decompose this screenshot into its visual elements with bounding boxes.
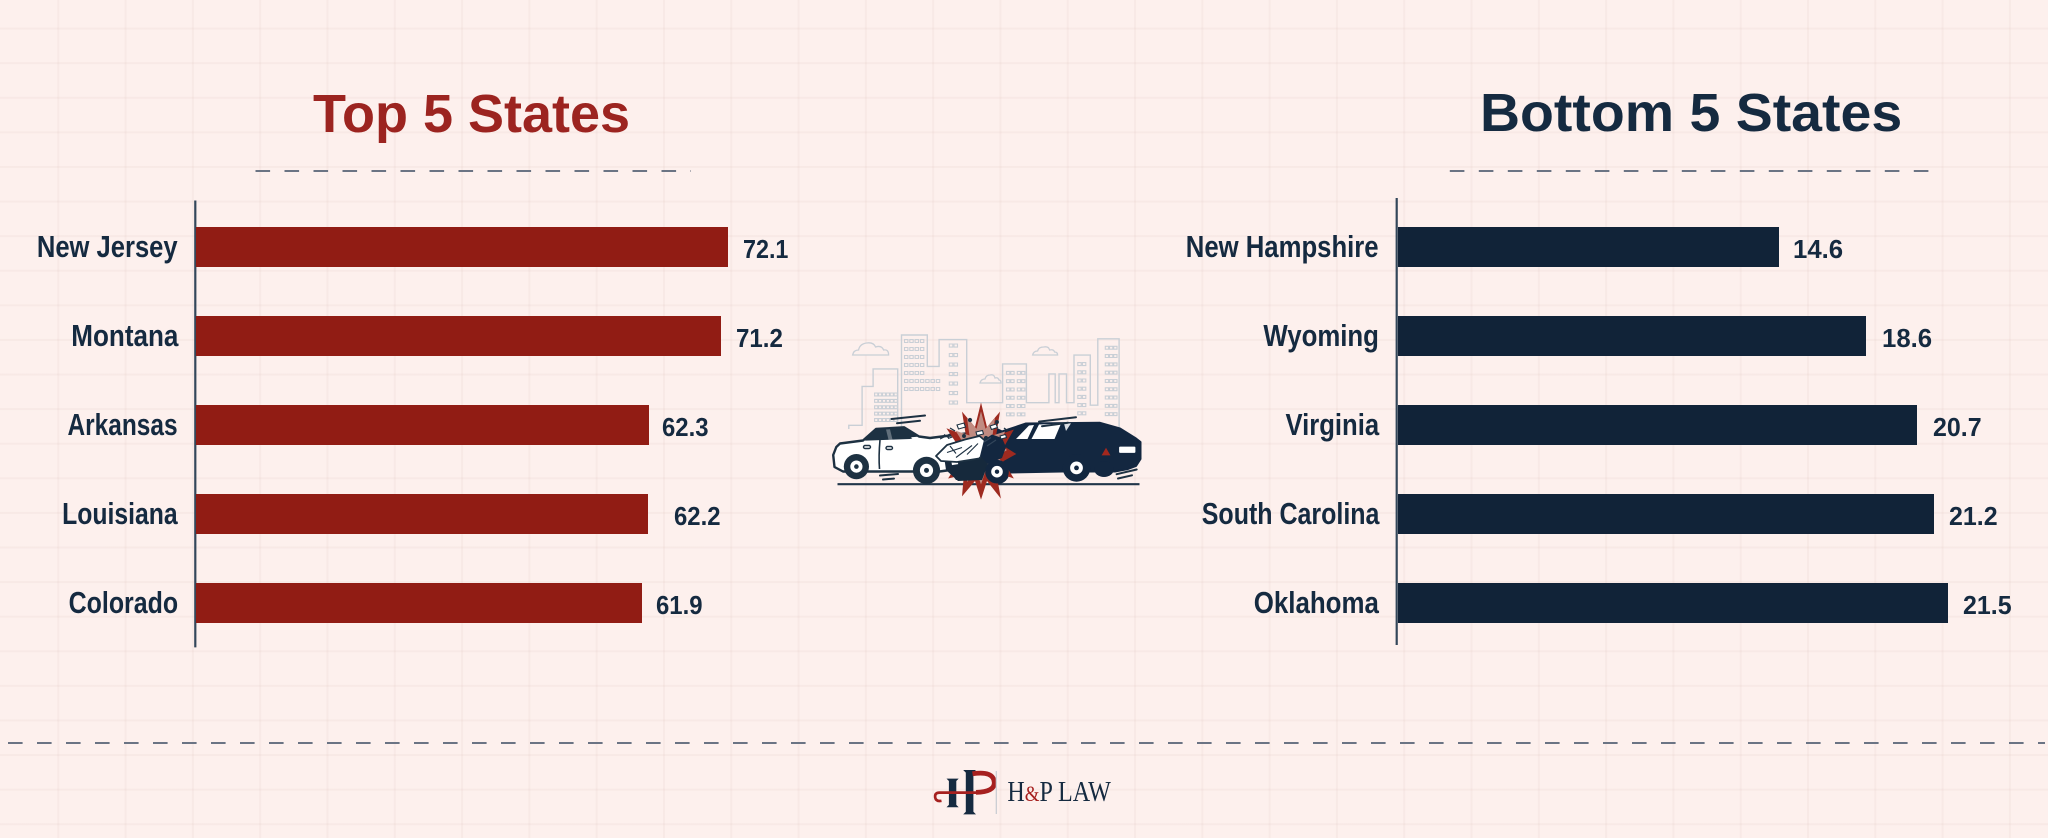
svg-text:H&P LAW: H&P LAW xyxy=(1007,776,1111,807)
